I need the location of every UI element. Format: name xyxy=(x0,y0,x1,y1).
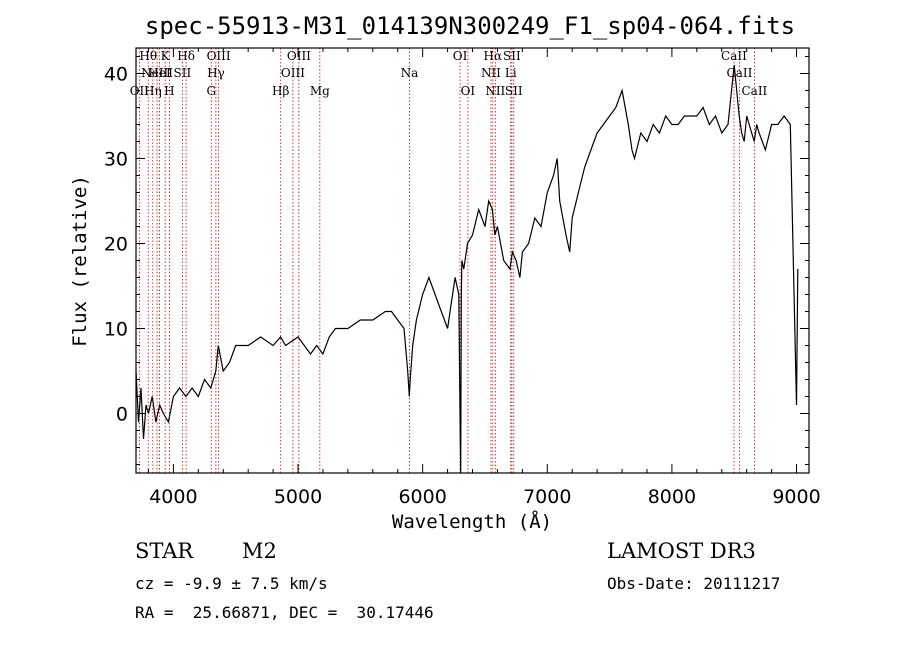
line-label: Hθ xyxy=(139,49,157,63)
survey-name: LAMOST DR3 xyxy=(607,539,756,563)
x-tick-label: 7000 xyxy=(523,486,571,508)
line-label: Mg xyxy=(310,84,330,98)
axis-ticks: 4000 5000 6000 7000 8000 9000 0 10 20 30 40 xyxy=(104,48,821,508)
y-tick-label: 30 xyxy=(104,149,128,171)
object-subclass: M2 xyxy=(242,539,277,563)
line-label: Hδ xyxy=(177,49,195,63)
line-label: Hβ xyxy=(272,84,289,98)
y-tick-label: 20 xyxy=(104,234,128,256)
y-tick-label: 40 xyxy=(104,64,128,86)
line-label: Hη xyxy=(144,84,162,98)
line-label: K xyxy=(161,49,171,63)
line-label: CaII xyxy=(727,66,753,80)
y-axis-title: Flux (relative) xyxy=(69,175,91,347)
flux-series xyxy=(135,64,799,474)
line-label: SII xyxy=(174,66,192,80)
y-tick-label: 0 xyxy=(116,404,128,426)
line-markers xyxy=(138,48,755,473)
line-label: G xyxy=(206,84,216,98)
object-class: STAR xyxy=(135,539,194,563)
x-axis-title: Wavelength (Å) xyxy=(392,510,552,533)
line-label: Li xyxy=(505,66,517,80)
line-label: H xyxy=(164,84,174,98)
coordinates: RA = 25.66871, DEC = 30.17446 xyxy=(135,603,434,622)
line-label: SII xyxy=(503,49,521,63)
line-label: Hα xyxy=(484,49,503,63)
x-tick-label: 6000 xyxy=(398,486,446,508)
plot-frame xyxy=(135,47,810,474)
line-label: CaII xyxy=(741,84,767,98)
line-label: NII xyxy=(485,84,505,98)
line-label: SII xyxy=(505,84,523,98)
line-label: HeI xyxy=(148,66,171,80)
obs-date: Obs-Date: 20111217 xyxy=(607,574,781,593)
line-label: NII xyxy=(481,66,501,80)
line-label: OI xyxy=(461,84,476,98)
x-tick-label: 5000 xyxy=(274,486,322,508)
line-label: OIII xyxy=(281,66,305,80)
line-labels: OIIHθHηNeIIIHeIKHSIIHδGHγOIIIHβOIIIOIIIM… xyxy=(130,49,768,98)
x-tick-label: 9000 xyxy=(772,486,820,508)
chart-title: spec-55913-M31_014139N300249_F1_sp04-064… xyxy=(145,12,795,40)
line-label: OIII xyxy=(207,49,231,63)
x-tick-label: 4000 xyxy=(149,486,197,508)
x-tick-label: 8000 xyxy=(648,486,696,508)
line-label: NeIII xyxy=(141,66,173,80)
line-label: OIII xyxy=(287,49,311,63)
y-tick-label: 10 xyxy=(104,319,128,341)
line-label: OI xyxy=(453,49,468,63)
line-label: Hγ xyxy=(207,66,225,80)
redshift-value: cz = -9.9 ± 7.5 km/s xyxy=(135,574,328,593)
line-label: CaII xyxy=(721,49,747,63)
line-label: Na xyxy=(401,66,419,80)
